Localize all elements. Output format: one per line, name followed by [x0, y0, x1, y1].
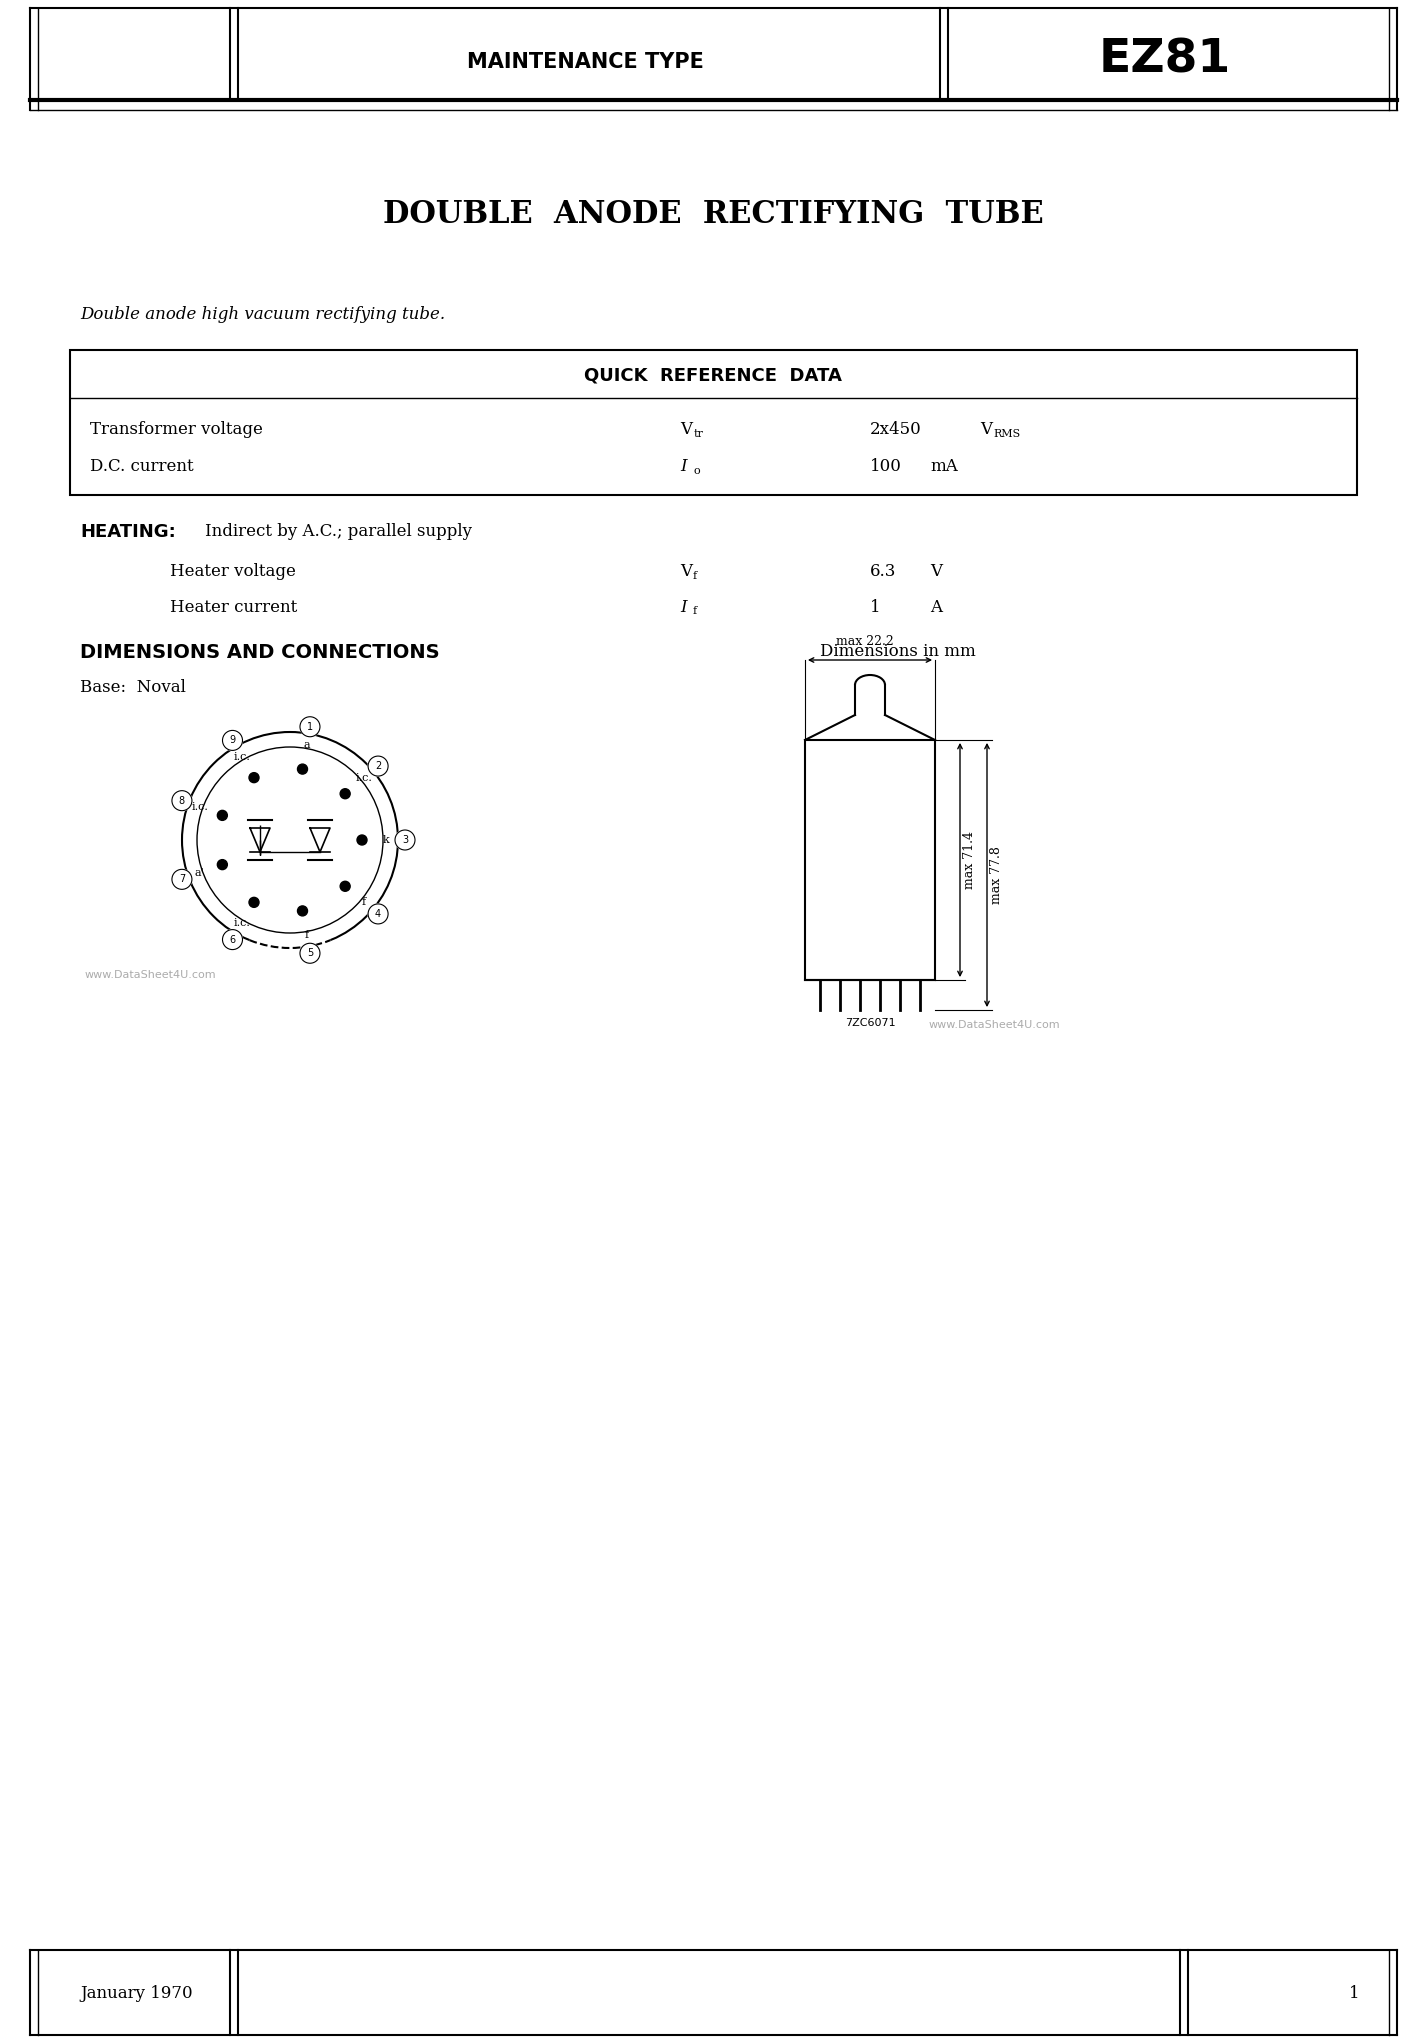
- Text: max 77.8: max 77.8: [990, 845, 1003, 905]
- Text: Double anode high vacuum rectifying tube.: Double anode high vacuum rectifying tube…: [80, 306, 445, 323]
- Text: RMS: RMS: [993, 429, 1020, 439]
- Text: f: f: [361, 896, 365, 907]
- Text: 6.3: 6.3: [870, 564, 896, 580]
- Text: mA: mA: [930, 459, 958, 476]
- Circle shape: [340, 788, 350, 798]
- Bar: [70, 349, 1357, 494]
- Circle shape: [248, 772, 258, 782]
- Text: MAINTENANCE TYPE: MAINTENANCE TYPE: [467, 51, 704, 71]
- Text: i.c.: i.c.: [191, 803, 208, 813]
- Circle shape: [357, 835, 367, 845]
- Text: V: V: [681, 564, 692, 580]
- Text: 7: 7: [178, 874, 186, 884]
- Circle shape: [297, 907, 307, 917]
- Text: QUICK  REFERENCE  DATA: QUICK REFERENCE DATA: [584, 368, 842, 386]
- Text: 2: 2: [375, 762, 381, 772]
- Text: Heater current: Heater current: [170, 598, 297, 615]
- Text: HEATING:: HEATING:: [80, 523, 176, 541]
- Circle shape: [223, 731, 243, 749]
- Text: 2x450: 2x450: [870, 421, 922, 439]
- Text: D.C. current: D.C. current: [90, 459, 194, 476]
- Text: 5: 5: [307, 947, 313, 958]
- Text: Base:  Noval: Base: Noval: [80, 680, 186, 696]
- Text: A: A: [930, 598, 942, 615]
- Text: max 71.4: max 71.4: [963, 831, 976, 888]
- Text: 1: 1: [307, 721, 313, 731]
- Bar: [805, 739, 935, 980]
- Text: 100: 100: [870, 459, 902, 476]
- Text: 4: 4: [375, 909, 381, 919]
- Text: a: a: [304, 741, 310, 751]
- Text: V: V: [930, 564, 942, 580]
- Circle shape: [300, 943, 320, 964]
- Circle shape: [248, 896, 258, 907]
- Text: max 22.2: max 22.2: [836, 635, 893, 647]
- Text: f: f: [694, 606, 698, 617]
- Text: 3: 3: [402, 835, 408, 845]
- Text: a': a': [195, 868, 204, 878]
- Text: k: k: [382, 835, 390, 845]
- Text: Dimensions in mm: Dimensions in mm: [821, 643, 976, 660]
- Text: tr: tr: [694, 429, 704, 439]
- Text: DIMENSIONS AND CONNECTIONS: DIMENSIONS AND CONNECTIONS: [80, 643, 440, 662]
- Circle shape: [340, 882, 350, 890]
- Text: Indirect by A.C.; parallel supply: Indirect by A.C.; parallel supply: [205, 523, 472, 541]
- Text: i.c.: i.c.: [234, 751, 250, 762]
- Text: o: o: [694, 466, 699, 476]
- Text: I: I: [681, 459, 686, 476]
- Text: 1: 1: [870, 598, 880, 615]
- Circle shape: [395, 829, 415, 849]
- Text: 7ZC6071: 7ZC6071: [845, 1019, 895, 1027]
- Circle shape: [217, 860, 227, 870]
- Text: 6: 6: [230, 935, 235, 945]
- Text: 1: 1: [1350, 1985, 1360, 2001]
- Text: January 1970: January 1970: [80, 1985, 193, 2001]
- Text: DOUBLE  ANODE  RECTIFYING  TUBE: DOUBLE ANODE RECTIFYING TUBE: [382, 200, 1043, 231]
- Text: 9: 9: [230, 735, 235, 745]
- Text: I: I: [681, 598, 686, 615]
- Circle shape: [368, 756, 388, 776]
- Circle shape: [368, 905, 388, 923]
- Text: Heater voltage: Heater voltage: [170, 564, 295, 580]
- Text: V: V: [980, 421, 992, 439]
- Text: V: V: [681, 421, 692, 439]
- Circle shape: [217, 811, 227, 821]
- Circle shape: [171, 870, 193, 890]
- Circle shape: [300, 717, 320, 737]
- Text: Transformer voltage: Transformer voltage: [90, 421, 263, 439]
- Text: www.DataSheet4U.com: www.DataSheet4U.com: [929, 1021, 1060, 1029]
- Circle shape: [297, 764, 307, 774]
- Text: EZ81: EZ81: [1099, 37, 1232, 82]
- Text: f: f: [304, 929, 308, 939]
- Text: www.DataSheet4U.com: www.DataSheet4U.com: [86, 970, 217, 980]
- Text: 8: 8: [178, 796, 186, 807]
- Text: i.c.: i.c.: [355, 774, 372, 784]
- Circle shape: [223, 929, 243, 950]
- Text: f: f: [694, 572, 698, 582]
- Circle shape: [171, 790, 193, 811]
- Text: i.c.: i.c.: [234, 919, 250, 929]
